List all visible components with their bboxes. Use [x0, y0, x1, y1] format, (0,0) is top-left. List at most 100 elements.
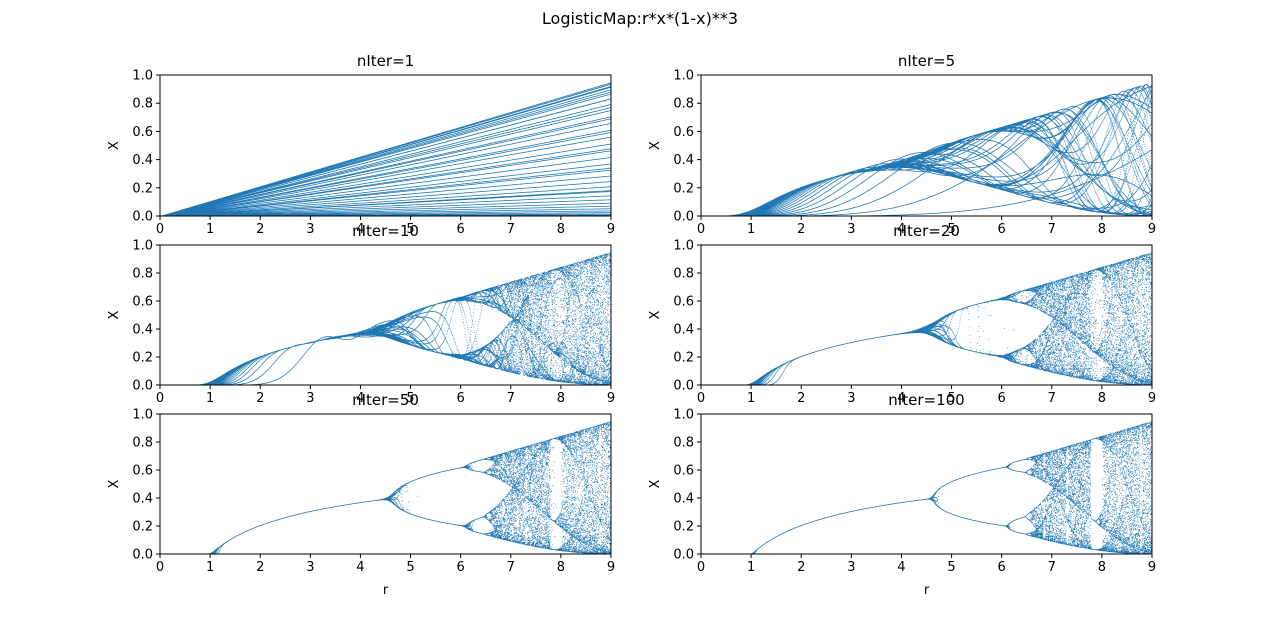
y-tick-label: 0.4: [132, 323, 153, 338]
y-tick-label: 0.6: [132, 125, 153, 140]
x-tick-label: 6: [457, 560, 465, 575]
x-tick-label: 4: [356, 560, 364, 575]
x-tick-label: 6: [457, 391, 465, 406]
x-tick-label: 7: [507, 560, 515, 575]
x-tick-label: 7: [1048, 222, 1056, 237]
y-tick-label: 1.0: [132, 408, 153, 423]
x-tick-label: 1: [206, 222, 214, 237]
y-tick-label: 0.2: [132, 520, 153, 535]
y-tick-label: 0.0: [673, 379, 694, 394]
subplot-title: nIter=100: [888, 391, 964, 409]
y-tick-label: 0.0: [132, 379, 153, 394]
y-tick-label: 0.8: [132, 436, 153, 451]
x-tick-label: 8: [1098, 560, 1106, 575]
x-tick-label: 2: [797, 560, 805, 575]
y-tick-label: 0.2: [132, 181, 153, 196]
y-axis-label: X: [107, 479, 122, 488]
y-tick-label: 0.4: [673, 323, 694, 338]
x-tick-label: 2: [797, 391, 805, 406]
x-axis-label: r: [383, 583, 389, 598]
subplot-title: nIter=10: [352, 222, 419, 240]
x-tick-label: 8: [1098, 391, 1106, 406]
subplot-title: nIter=1: [357, 52, 414, 70]
y-tick-label: 0.8: [132, 97, 153, 112]
y-tick-label: 0.8: [673, 97, 694, 112]
x-tick-label: 3: [847, 391, 855, 406]
y-tick-label: 0.0: [132, 548, 153, 563]
subplot-title: nIter=50: [352, 391, 419, 409]
x-tick-label: 9: [1148, 391, 1156, 406]
y-tick-label: 0.4: [673, 153, 694, 168]
subplot-title: nIter=5: [898, 52, 955, 70]
y-axis-label: X: [107, 310, 122, 319]
x-tick-label: 2: [256, 560, 264, 575]
x-tick-label: 9: [1148, 560, 1156, 575]
x-tick-label: 3: [847, 222, 855, 237]
y-tick-label: 0.4: [673, 492, 694, 507]
x-tick-label: 5: [406, 560, 414, 575]
y-tick-label: 1.0: [673, 69, 694, 84]
y-tick-label: 0.0: [132, 210, 153, 225]
y-tick-label: 0.0: [673, 548, 694, 563]
x-tick-label: 9: [1148, 222, 1156, 237]
x-tick-label: 0: [697, 391, 705, 406]
x-tick-label: 8: [1098, 222, 1106, 237]
y-tick-label: 1.0: [132, 239, 153, 254]
x-tick-label: 3: [306, 560, 314, 575]
y-tick-label: 0.2: [673, 520, 694, 535]
x-tick-label: 3: [847, 560, 855, 575]
y-tick-label: 0.6: [132, 464, 153, 479]
x-tick-label: 2: [256, 222, 264, 237]
x-tick-label: 8: [557, 391, 565, 406]
x-tick-label: 0: [697, 560, 705, 575]
x-tick-label: 6: [457, 222, 465, 237]
x-tick-label: 1: [206, 560, 214, 575]
y-axis-label: X: [107, 141, 122, 150]
x-tick-label: 0: [156, 560, 164, 575]
x-tick-label: 8: [557, 560, 565, 575]
y-tick-label: 0.4: [132, 492, 153, 507]
x-tick-label: 6: [998, 560, 1006, 575]
y-axis-label: X: [648, 141, 663, 150]
y-tick-label: 1.0: [673, 408, 694, 423]
y-tick-label: 0.2: [132, 351, 153, 366]
x-axis-label: r: [924, 583, 930, 598]
x-tick-label: 4: [897, 560, 905, 575]
x-tick-label: 9: [607, 222, 615, 237]
y-tick-label: 0.2: [673, 181, 694, 196]
y-tick-label: 0.8: [673, 436, 694, 451]
y-tick-label: 1.0: [673, 239, 694, 254]
x-tick-label: 0: [156, 391, 164, 406]
x-tick-label: 1: [747, 222, 755, 237]
x-tick-label: 9: [607, 560, 615, 575]
y-axis-label: X: [648, 479, 663, 488]
y-tick-label: 0.2: [673, 351, 694, 366]
y-tick-label: 0.6: [132, 295, 153, 310]
x-tick-label: 1: [747, 560, 755, 575]
x-tick-label: 0: [697, 222, 705, 237]
x-tick-label: 2: [256, 391, 264, 406]
figure-suptitle: LogisticMap:r*x*(1-x)**3: [542, 9, 738, 28]
y-tick-label: 1.0: [132, 69, 153, 84]
x-tick-label: 3: [306, 222, 314, 237]
x-tick-label: 6: [998, 222, 1006, 237]
subplot-title: nIter=20: [893, 222, 960, 240]
x-tick-label: 6: [998, 391, 1006, 406]
y-tick-label: 0.8: [132, 267, 153, 282]
y-tick-label: 0.6: [673, 464, 694, 479]
x-tick-label: 1: [206, 391, 214, 406]
x-tick-label: 2: [797, 222, 805, 237]
x-tick-label: 3: [306, 391, 314, 406]
x-tick-label: 7: [507, 222, 515, 237]
x-tick-label: 5: [947, 560, 955, 575]
y-tick-label: 0.6: [673, 125, 694, 140]
x-tick-label: 0: [156, 222, 164, 237]
x-tick-label: 8: [557, 222, 565, 237]
y-tick-label: 0.8: [673, 267, 694, 282]
y-tick-label: 0.0: [673, 210, 694, 225]
x-tick-label: 7: [1048, 391, 1056, 406]
x-tick-label: 9: [607, 391, 615, 406]
x-tick-label: 1: [747, 391, 755, 406]
